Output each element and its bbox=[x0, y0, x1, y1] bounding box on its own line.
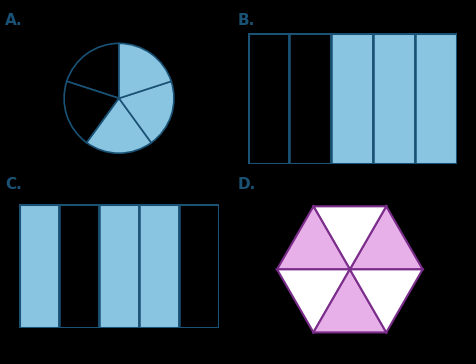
Polygon shape bbox=[277, 206, 350, 269]
Bar bbox=[139, 204, 179, 328]
Wedge shape bbox=[64, 81, 119, 143]
Bar bbox=[19, 204, 59, 328]
Bar bbox=[373, 33, 415, 164]
Text: D.: D. bbox=[238, 177, 256, 192]
Polygon shape bbox=[314, 206, 386, 269]
Text: B.: B. bbox=[238, 13, 255, 28]
Polygon shape bbox=[314, 269, 386, 332]
Text: A.: A. bbox=[5, 13, 22, 28]
Bar bbox=[331, 33, 373, 164]
Polygon shape bbox=[277, 269, 350, 332]
Bar bbox=[99, 204, 139, 328]
Bar bbox=[179, 204, 219, 328]
Bar bbox=[415, 33, 457, 164]
Wedge shape bbox=[87, 98, 151, 153]
Bar bbox=[289, 33, 331, 164]
Text: C.: C. bbox=[5, 177, 21, 192]
Wedge shape bbox=[119, 81, 174, 143]
Polygon shape bbox=[350, 269, 423, 332]
Bar bbox=[248, 33, 289, 164]
Bar bbox=[59, 204, 99, 328]
Wedge shape bbox=[67, 43, 119, 98]
Polygon shape bbox=[350, 206, 423, 269]
Wedge shape bbox=[119, 43, 171, 98]
